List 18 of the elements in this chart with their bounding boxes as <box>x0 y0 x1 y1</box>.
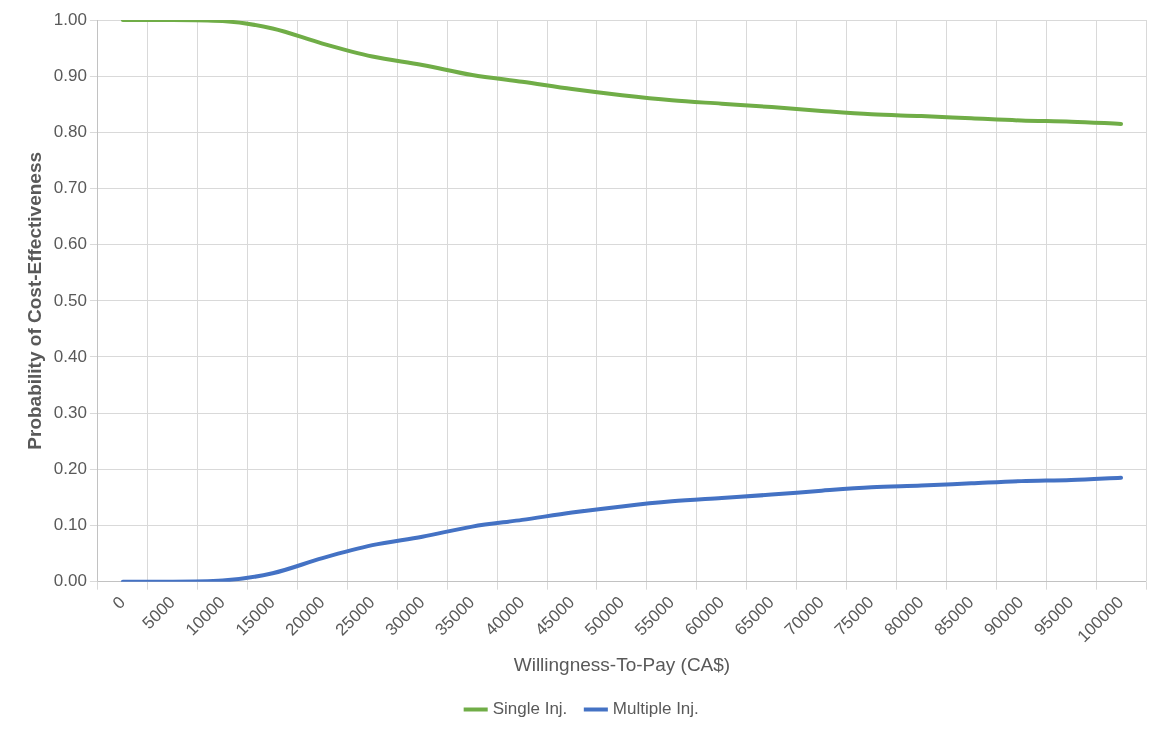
y-tick-label: 0.40 <box>53 346 87 366</box>
y-tick-label: 0.50 <box>53 290 87 310</box>
y-tick-label: 0.70 <box>53 178 87 198</box>
y-tick-label: 0.80 <box>53 122 87 142</box>
y-tick-label: 0.60 <box>53 234 87 254</box>
y-axis-title: Probability of Cost-Effectiveness <box>23 151 45 450</box>
y-tick-label: 0.90 <box>53 65 87 85</box>
x-axis-title: Willingness-To-Pay (CA$) <box>513 653 731 675</box>
y-tick-label: 0.00 <box>53 571 87 591</box>
y-tick-label: 1.00 <box>53 9 87 29</box>
line-series <box>120 20 1124 126</box>
line-series <box>120 475 1124 582</box>
y-tick-label: 0.10 <box>53 515 87 535</box>
legend-label: Single Inj. <box>492 699 568 719</box>
y-tick-label: 0.30 <box>53 402 87 422</box>
x-tick-label: 0 <box>108 592 129 613</box>
legend-label: Multiple Inj. <box>612 699 699 719</box>
y-tick-label: 0.20 <box>53 459 87 479</box>
